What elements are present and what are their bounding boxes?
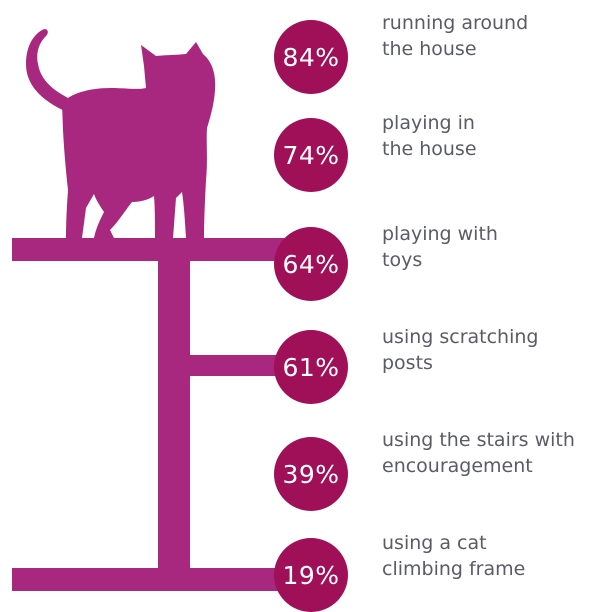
activity-label-line: using scratching xyxy=(382,326,539,348)
activity-label-line: playing with xyxy=(382,223,498,245)
cat-silhouette-icon xyxy=(26,29,216,238)
cat-tail xyxy=(26,29,72,112)
activity-label-line: encouragement xyxy=(382,455,533,477)
activity-label: playing in the house xyxy=(382,110,602,162)
cat-tree-top-shelf xyxy=(12,238,292,261)
activity-label-line: using a cat xyxy=(382,532,487,554)
value-circle: 64% xyxy=(274,227,348,301)
cat-tree xyxy=(12,238,292,591)
activity-label-line: running around xyxy=(382,12,529,34)
value-circle: 74% xyxy=(274,118,348,192)
activity-label: using the stairs with encouragement xyxy=(382,427,602,479)
activity-label-line: using the stairs with xyxy=(382,429,575,451)
value-circle: 39% xyxy=(274,437,348,511)
activity-label-line: the house xyxy=(382,38,477,60)
activity-label-line: toys xyxy=(382,249,423,271)
activity-label: using scratching posts xyxy=(382,324,602,376)
activity-label: using a cat climbing frame xyxy=(382,530,602,582)
cat-tree-trunk xyxy=(158,238,190,580)
value-circle: 84% xyxy=(274,20,348,94)
value-circle: 19% xyxy=(274,538,348,612)
activity-label-line: climbing frame xyxy=(382,558,526,580)
activity-label-line: posts xyxy=(382,352,433,374)
cat-tree-shelf-19 xyxy=(12,568,292,591)
cat-tree-shelf-61 xyxy=(190,355,290,376)
cat-body xyxy=(62,42,216,238)
value-circle: 61% xyxy=(274,330,348,404)
activity-label: running around the house xyxy=(382,10,602,62)
activity-label: playing with toys xyxy=(382,221,602,273)
activity-label-line: the house xyxy=(382,138,477,160)
activity-label-line: playing in xyxy=(382,112,475,134)
